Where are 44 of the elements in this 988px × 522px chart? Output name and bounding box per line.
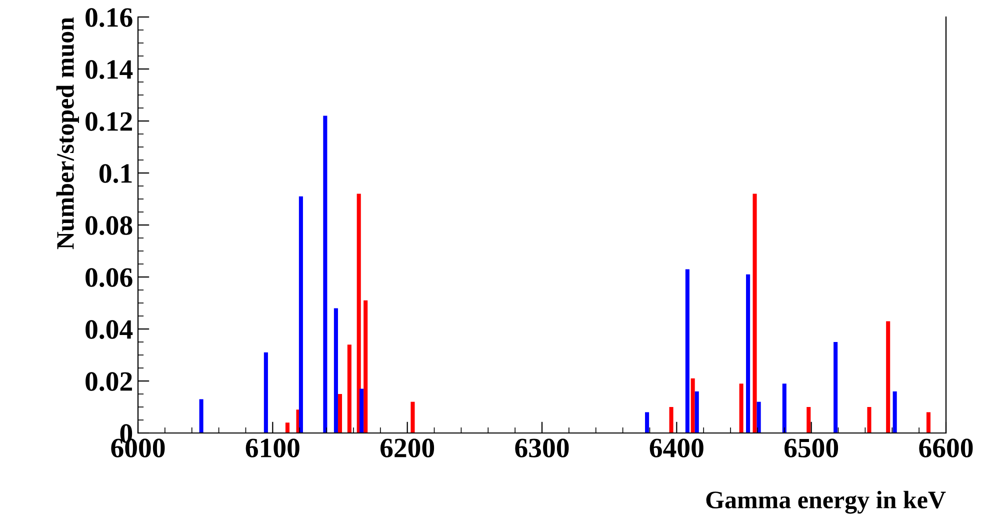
y-tick-label: 0.08 xyxy=(86,216,132,236)
bar xyxy=(685,269,690,433)
x-tick-label: 6100 xyxy=(246,438,300,458)
y-tick-label: 0.04 xyxy=(86,320,133,340)
bar xyxy=(756,402,761,433)
y-tick-label: 0.1 xyxy=(99,164,132,184)
x-tick-label: 6600 xyxy=(919,438,973,458)
y-tick-label: 0.16 xyxy=(86,8,132,28)
bar xyxy=(694,391,699,433)
x-axis-title: Gamma energy in keV xyxy=(706,490,946,514)
bar xyxy=(334,308,338,433)
bar xyxy=(752,194,757,433)
bar xyxy=(886,321,890,433)
bar xyxy=(347,344,352,433)
x-tick-label: 6200 xyxy=(380,438,434,458)
y-tick-label: 0.06 xyxy=(86,268,132,288)
y-tick-label: 0.12 xyxy=(86,112,132,132)
bar xyxy=(645,412,650,433)
bar xyxy=(782,384,786,433)
bar xyxy=(806,407,811,433)
y-axis-title: Number/stoped muon xyxy=(56,17,79,250)
x-tick-label: 6500 xyxy=(784,438,838,458)
bar xyxy=(298,196,303,433)
bar xyxy=(364,300,368,433)
bar xyxy=(867,407,872,433)
bar xyxy=(285,422,290,433)
x-tick-label: 6300 xyxy=(515,438,569,458)
bar xyxy=(323,116,328,433)
bar xyxy=(926,412,931,433)
bar xyxy=(338,394,342,433)
bar xyxy=(739,384,744,433)
bar xyxy=(669,407,674,433)
bar xyxy=(746,274,750,433)
bar xyxy=(410,402,415,433)
bar xyxy=(199,399,204,433)
bar xyxy=(356,194,361,433)
y-tick-label: 0.02 xyxy=(86,372,132,392)
x-tick-label: 6400 xyxy=(650,438,704,458)
bar xyxy=(690,378,695,433)
y-tick-label: 0.14 xyxy=(86,60,133,80)
bar xyxy=(360,388,364,433)
bar xyxy=(264,352,268,433)
bar xyxy=(892,391,897,433)
bar xyxy=(834,342,838,433)
